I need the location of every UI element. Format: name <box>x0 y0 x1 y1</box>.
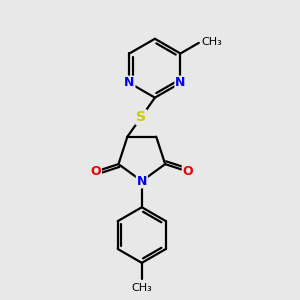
Text: N: N <box>136 175 147 188</box>
Text: S: S <box>136 110 146 124</box>
Text: CH₃: CH₃ <box>201 37 222 47</box>
Text: O: O <box>91 165 101 178</box>
Text: O: O <box>183 165 193 178</box>
Text: CH₃: CH₃ <box>131 283 152 293</box>
Text: N: N <box>175 76 186 89</box>
Text: N: N <box>124 76 135 89</box>
